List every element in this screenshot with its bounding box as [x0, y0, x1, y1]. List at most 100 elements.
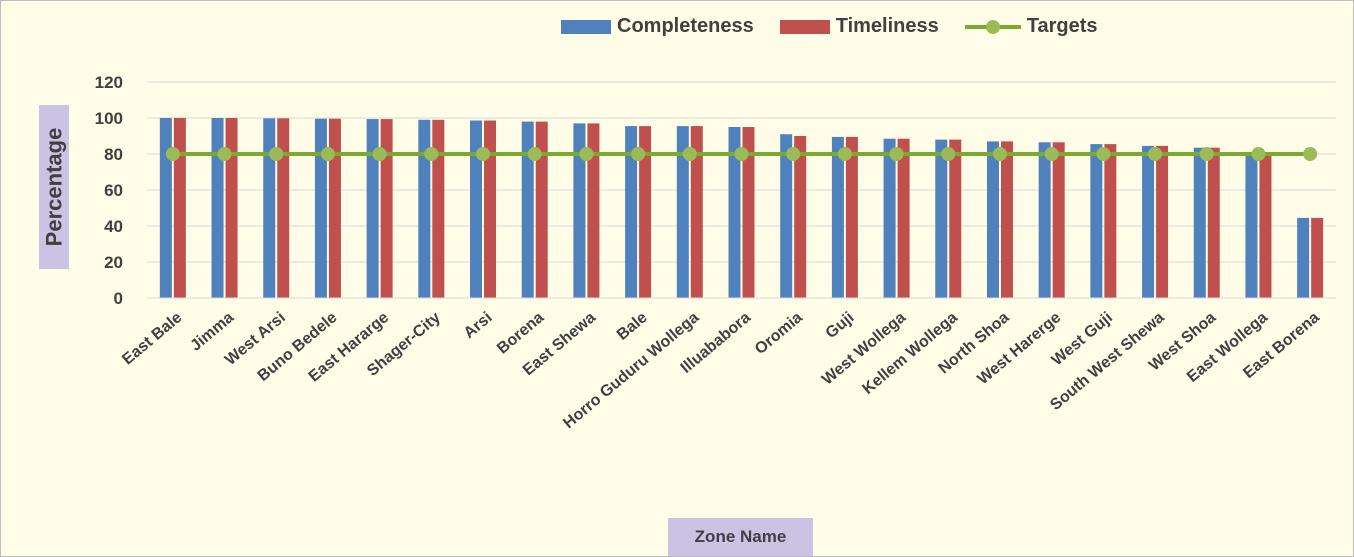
target-marker	[786, 147, 801, 161]
bar-timeliness	[277, 118, 290, 298]
x-tick-label: Guji	[823, 309, 858, 342]
bar-timeliness	[949, 139, 962, 298]
target-marker	[372, 147, 387, 161]
x-axis-title: Zone Name	[668, 518, 813, 556]
bar-completeness	[883, 138, 896, 298]
legend: Completeness Timeliness Targets	[561, 15, 1098, 38]
y-axis-ticks: 0 20 40 60 80 100 120	[95, 73, 123, 308]
legend-label-targets: Targets	[1026, 15, 1098, 37]
target-marker	[320, 147, 335, 161]
bar-timeliness	[1311, 217, 1324, 298]
target-marker	[527, 147, 542, 161]
target-marker	[165, 147, 180, 161]
bar-timeliness	[484, 120, 497, 299]
bar-completeness	[521, 121, 534, 298]
bar-completeness	[366, 119, 379, 298]
target-marker	[631, 147, 646, 161]
bar-completeness	[1090, 144, 1103, 298]
x-tick-label: Kellem Wollega	[860, 309, 961, 398]
y-tick-label: 80	[104, 145, 123, 164]
target-marker	[1251, 147, 1266, 161]
bar-timeliness	[173, 118, 186, 298]
bar-timeliness	[1000, 141, 1013, 298]
target-marker	[734, 147, 749, 161]
x-tick-label: Arsi	[461, 309, 496, 342]
legend-swatch-completeness	[561, 19, 611, 34]
y-tick-label: 40	[104, 217, 123, 236]
bar-timeliness	[380, 119, 393, 298]
target-line	[165, 147, 1318, 161]
target-marker	[579, 147, 594, 161]
y-axis-title-text: Percentage	[41, 127, 66, 247]
bar-timeliness	[794, 136, 807, 298]
target-marker	[1148, 147, 1163, 161]
bar-timeliness	[690, 126, 703, 298]
target-marker	[217, 147, 232, 161]
legend-item-targets: Targets	[964, 15, 1098, 38]
bar-timeliness	[1104, 144, 1117, 298]
bar-completeness	[676, 126, 689, 298]
target-marker	[424, 147, 439, 161]
target-marker	[889, 147, 904, 161]
bar-completeness	[573, 123, 586, 299]
bar-completeness	[728, 127, 741, 298]
x-tick-label: Oromia	[752, 309, 806, 358]
bar-timeliness	[1156, 145, 1169, 298]
bar-completeness	[1297, 217, 1310, 298]
target-marker	[1303, 147, 1318, 161]
bar-completeness	[780, 134, 793, 298]
x-tick-label: Bale	[614, 309, 651, 344]
legend-swatch-targets	[964, 19, 1021, 34]
y-tick-label: 0	[114, 289, 123, 308]
bar-completeness	[1142, 145, 1155, 298]
bar-timeliness	[225, 118, 238, 298]
target-marker	[682, 147, 697, 161]
target-marker	[1096, 147, 1111, 161]
bar-completeness	[831, 136, 844, 298]
bar-timeliness	[1207, 147, 1220, 298]
target-marker	[941, 147, 956, 161]
bar-timeliness	[1052, 142, 1065, 298]
target-marker	[837, 147, 852, 161]
bar-completeness	[159, 118, 172, 298]
x-tick-label: East Bale	[119, 309, 185, 368]
target-marker	[476, 147, 491, 161]
y-tick-label: 20	[104, 253, 123, 272]
x-tick-label: Jimma	[187, 309, 237, 355]
bar-timeliness	[587, 123, 600, 299]
bar-timeliness	[535, 121, 548, 298]
y-tick-label: 120	[95, 73, 123, 92]
legend-label-completeness: Completeness	[617, 15, 754, 37]
target-marker	[269, 147, 284, 161]
bar-completeness	[1038, 142, 1051, 298]
legend-item-timeliness: Timeliness	[779, 15, 939, 38]
y-tick-label: 100	[95, 109, 123, 128]
bar-timeliness	[845, 136, 858, 298]
bar-completeness	[986, 141, 999, 298]
y-tick-label: 60	[104, 181, 123, 200]
bar-timeliness	[639, 126, 652, 298]
bar-timeliness	[742, 127, 755, 298]
bar-completeness	[625, 126, 638, 298]
bars	[159, 118, 1324, 299]
y-axis-title: Percentage	[39, 105, 69, 269]
bar-completeness	[211, 118, 224, 298]
target-marker	[992, 147, 1007, 161]
bar-completeness	[935, 139, 948, 298]
bar-timeliness	[328, 118, 341, 298]
bar-completeness	[314, 118, 327, 298]
legend-label-timeliness: Timeliness	[835, 15, 939, 37]
bar-timeliness	[1259, 153, 1272, 298]
x-axis-title-text: Zone Name	[694, 527, 787, 546]
bar-completeness	[470, 120, 483, 299]
bar-completeness	[418, 119, 431, 298]
bar-completeness	[263, 118, 276, 298]
target-marker	[1044, 147, 1059, 161]
bar-completeness	[1245, 153, 1258, 298]
bar-timeliness	[432, 119, 445, 298]
legend-swatch-timeliness	[779, 19, 830, 34]
target-marker	[1199, 147, 1214, 161]
